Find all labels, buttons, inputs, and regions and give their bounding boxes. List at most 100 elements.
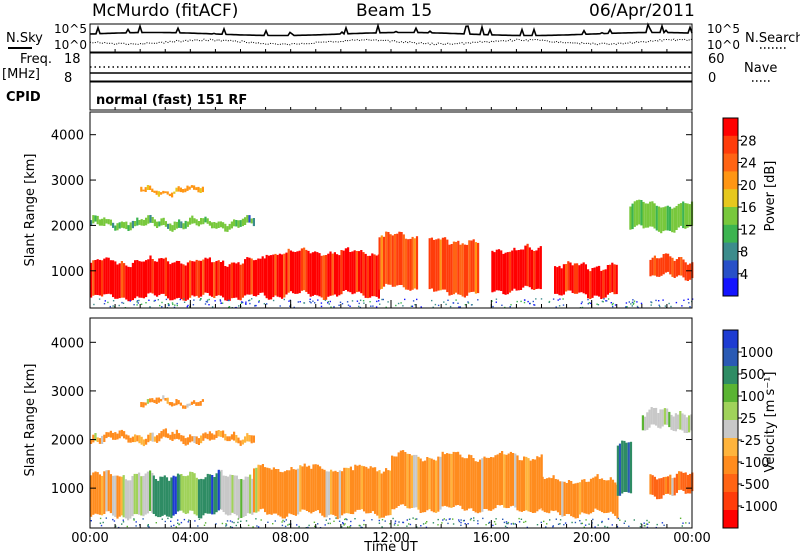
radar-cell-column	[155, 397, 158, 404]
radar-cell-column	[298, 250, 301, 294]
cpid-panel: CPID normal (fast) 151 RF	[6, 81, 693, 111]
radar-speckle	[420, 306, 422, 308]
radar-speckle	[329, 518, 331, 520]
radar-cell-column	[677, 414, 680, 430]
radar-cell-column	[162, 190, 165, 194]
radar-cell-column	[244, 476, 247, 516]
radar-speckle	[406, 525, 408, 527]
radar-speckle	[102, 521, 104, 524]
radar-cell-column	[299, 465, 302, 512]
radar-cell-column	[554, 479, 557, 511]
radar-speckle	[683, 299, 685, 301]
radar-cell-column	[195, 436, 198, 444]
radar-cell-column	[648, 409, 651, 428]
radar-speckle	[437, 304, 440, 307]
radar-cell-column	[182, 189, 185, 193]
radar-cell-column	[671, 478, 674, 496]
radar-cell-column	[452, 451, 455, 507]
radar-speckle	[670, 305, 672, 308]
radar-cell-column	[158, 433, 161, 442]
radar-speckle	[167, 303, 169, 305]
radar-speckle	[432, 522, 435, 524]
radar-speckle	[220, 302, 222, 304]
radar-cell-column	[118, 430, 121, 439]
radar-cell-column	[378, 237, 381, 290]
radar-cell-column	[365, 466, 368, 514]
radar-cell-column	[184, 438, 187, 446]
radar-cell-column	[123, 431, 126, 439]
noise-panel: N.Sky 10^5 10^0 10^5 10^0 N.Search	[6, 22, 800, 53]
nave-label: Nave	[744, 61, 777, 76]
radar-cell-column	[157, 397, 160, 403]
radar-cell-column	[129, 222, 132, 231]
radar-speckle	[559, 523, 561, 525]
radar-speckle	[298, 525, 300, 528]
radar-cell-column	[332, 471, 335, 515]
radar-speckle	[122, 521, 125, 523]
radar-cell-column	[208, 257, 211, 296]
radar-speckle	[303, 302, 305, 304]
radar-cell-column	[92, 260, 95, 296]
radar-speckle	[333, 306, 335, 308]
radar-speckle	[252, 526, 254, 528]
radar-speckle	[288, 300, 290, 302]
radar-cell-column	[105, 219, 108, 224]
radar-speckle	[272, 299, 275, 302]
radar-cell-column	[535, 250, 538, 289]
radar-cell-column	[240, 479, 243, 518]
radar-speckle	[240, 520, 242, 522]
radar-speckle	[372, 305, 374, 307]
radar-cell-column	[572, 483, 575, 518]
radar-speckle	[602, 301, 604, 303]
x-tick-label: 04:00	[172, 531, 209, 546]
radar-cell-column	[184, 476, 187, 514]
radar-speckle	[138, 299, 140, 302]
power-y-ticks: 1000 2000 3000 4000	[51, 129, 692, 280]
radar-cell-column	[455, 241, 458, 293]
radar-cell-column	[193, 473, 196, 515]
radar-speckle	[458, 306, 460, 308]
colorbar-tick-label: 25	[740, 412, 757, 427]
radar-speckle	[414, 518, 417, 520]
radar-cell-column	[432, 459, 435, 513]
radar-cell-column	[199, 401, 202, 406]
radar-cell-column	[98, 474, 101, 515]
radar-cell-column	[598, 265, 601, 297]
radar-cell-column	[528, 247, 531, 288]
radar-cell-column	[604, 269, 607, 298]
radar-speckle	[177, 519, 179, 521]
radar-speckle	[645, 523, 648, 525]
radar-cell-column	[202, 259, 205, 295]
radar-speckle	[632, 299, 634, 301]
radar-cell-column	[201, 399, 204, 402]
radar-cell-column	[171, 192, 174, 198]
radar-speckle	[540, 521, 542, 524]
colorbar-segment	[723, 420, 738, 439]
radar-speckle	[249, 299, 251, 301]
radar-speckle	[606, 526, 609, 528]
radar-speckle	[170, 525, 172, 527]
radar-speckle	[557, 523, 560, 525]
radar-cell-column	[96, 437, 99, 442]
radar-speckle	[460, 524, 462, 526]
radar-cell-column	[177, 400, 180, 405]
radar-speckle	[545, 526, 547, 528]
radar-cell-column	[426, 457, 429, 511]
radar-cell-column	[651, 201, 654, 227]
radar-cell-column	[246, 215, 249, 223]
radar-speckle	[502, 518, 504, 520]
radar-speckle	[387, 301, 389, 303]
radar-cell-column	[286, 470, 289, 517]
radar-speckle	[581, 522, 583, 525]
radar-cell-column	[211, 475, 214, 515]
colorbar-segment	[723, 242, 738, 261]
radar-speckle	[443, 301, 445, 303]
radar-cell-column	[646, 203, 650, 228]
power-colorbar: 4 8 12 16 20 24 28	[722, 117, 757, 297]
y-tick-label: 3000	[51, 385, 84, 400]
radar-cell-column	[660, 257, 663, 276]
radar-cell-column	[156, 261, 159, 297]
radar-speckle	[617, 517, 620, 520]
radar-speckle	[520, 300, 522, 303]
radar-speckle	[238, 305, 240, 307]
